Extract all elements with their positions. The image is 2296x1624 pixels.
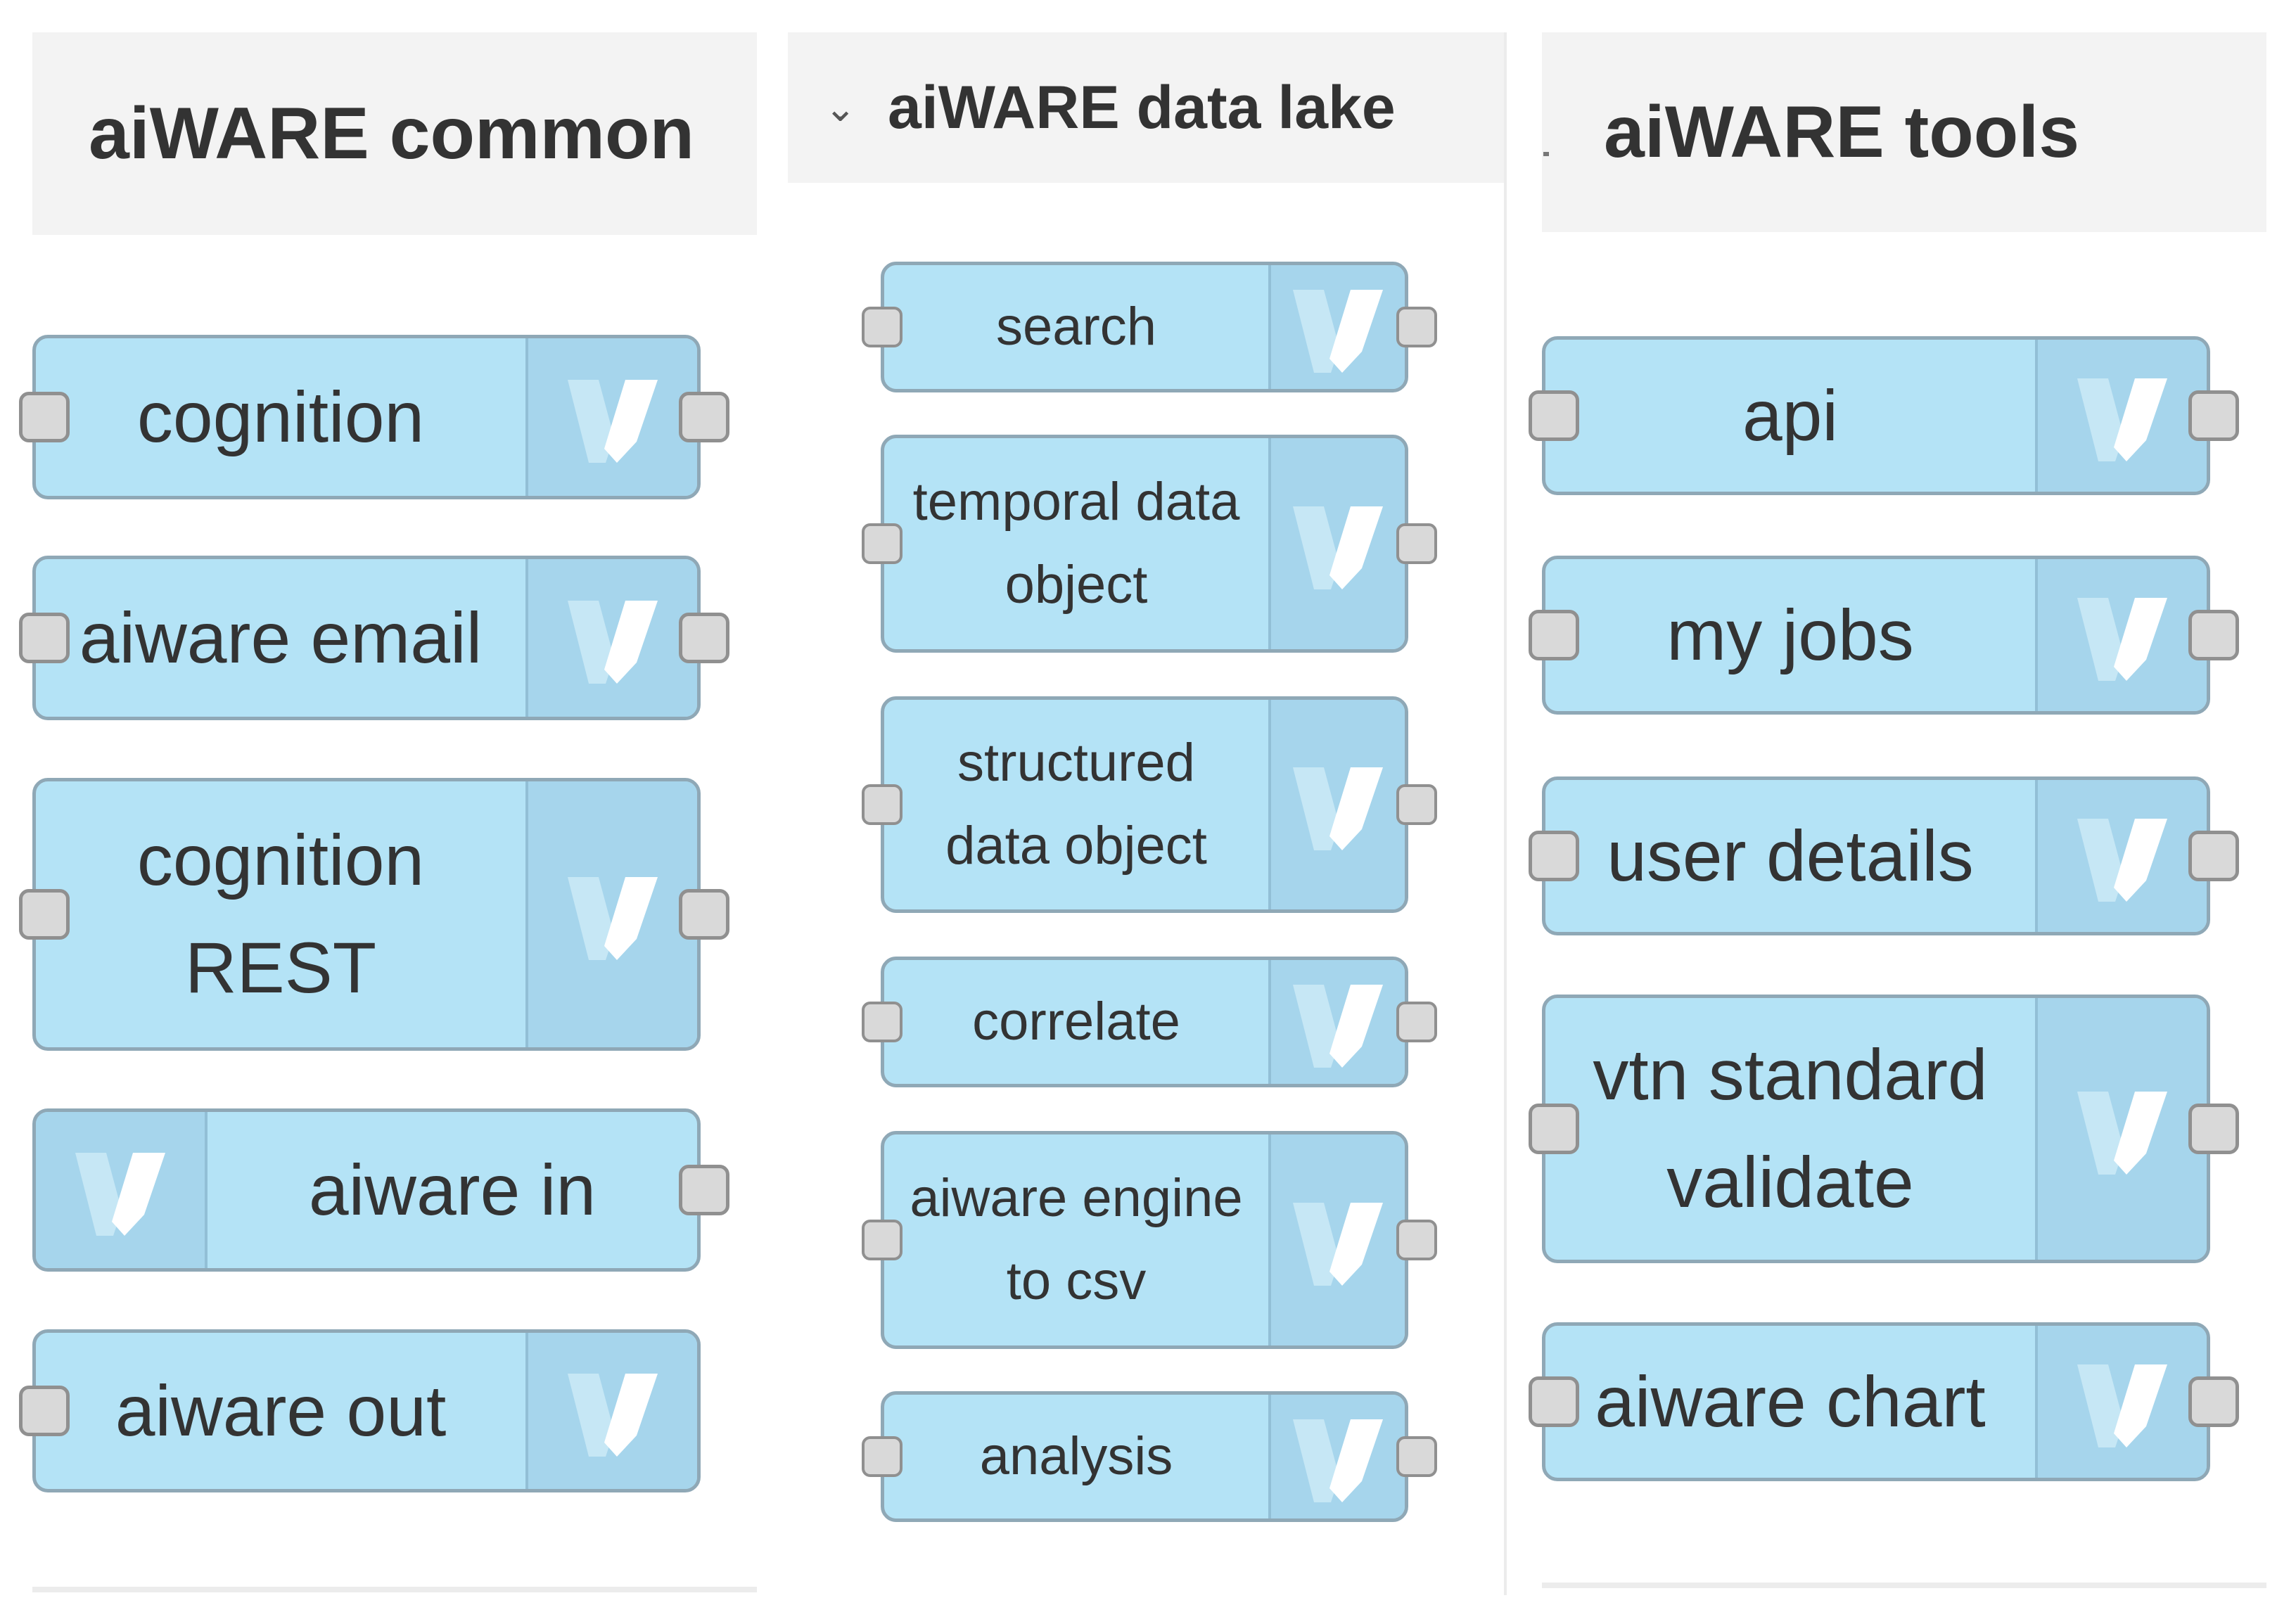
input-port[interactable] [19, 613, 70, 663]
divider [32, 1587, 757, 1592]
input-port[interactable] [862, 784, 903, 825]
veritone-v-icon [2035, 780, 2207, 932]
node-label: correlate [972, 992, 1180, 1052]
palette-node-structured-data-object[interactable]: structured data object [862, 696, 1437, 913]
veritone-v-icon [525, 1333, 697, 1489]
node-label: vtn standard validate [1593, 1035, 1988, 1222]
veritone-v-icon [1268, 438, 1405, 649]
node-label: search [995, 297, 1157, 357]
veritone-v-icon [2035, 559, 2207, 711]
input-port[interactable] [862, 307, 903, 347]
chevron-down-icon[interactable]: ⌄ [824, 87, 857, 129]
input-port[interactable] [862, 1002, 903, 1042]
node-label: aiware in [308, 1149, 597, 1230]
input-port[interactable] [19, 1386, 70, 1436]
palette-node-aiware-out[interactable]: aiware out [19, 1329, 701, 1492]
palette-node-my-jobs[interactable]: my jobs [1529, 556, 2239, 715]
palette-node-user-details[interactable]: user details [1529, 776, 2239, 935]
output-port[interactable] [1396, 307, 1437, 347]
panel-divider [1504, 32, 1507, 1595]
palette-node-aiware-engine-to-csv[interactable]: aiware engine to csv [862, 1131, 1437, 1349]
output-port[interactable] [679, 613, 729, 663]
input-port[interactable] [1529, 1104, 1579, 1154]
output-port[interactable] [1396, 784, 1437, 825]
veritone-v-icon [525, 338, 697, 496]
veritone-v-icon [525, 781, 697, 1047]
palette-node-cognition-rest[interactable]: cognition REST [19, 778, 729, 1051]
output-port[interactable] [1396, 1220, 1437, 1260]
output-port[interactable] [2188, 1376, 2239, 1427]
input-port[interactable] [862, 1220, 903, 1260]
input-port[interactable] [1529, 1376, 1579, 1427]
veritone-v-icon [1268, 1134, 1405, 1345]
node-label: user details [1607, 815, 1974, 896]
palette-node-cognition[interactable]: cognition [19, 335, 729, 499]
palette-node-aiware-chart[interactable]: aiware chart [1529, 1322, 2239, 1481]
category-header-data-lake[interactable]: ⌄ aiWARE data lake [788, 32, 1504, 183]
palette-node-aiware-in[interactable]: aiware in [32, 1108, 729, 1272]
input-port[interactable] [19, 392, 70, 442]
input-port[interactable] [1529, 390, 1579, 441]
category-title: aiWARE data lake [888, 73, 1396, 141]
palette-category-tools: aiWARE tools api my jobs user details vt… [1529, 0, 2266, 1624]
output-port[interactable] [2188, 610, 2239, 660]
input-port[interactable] [862, 1436, 903, 1477]
node-label: aiware email [79, 597, 483, 678]
palette-node-aiware-email[interactable]: aiware email [19, 556, 729, 720]
palette-category-data-lake: ⌄ aiWARE data lake search temporal data … [788, 0, 1504, 1624]
divider [1542, 1583, 2266, 1588]
category-header-tools[interactable]: aiWARE tools [1542, 32, 2266, 232]
output-port[interactable] [1396, 523, 1437, 564]
node-label: cognition REST [136, 820, 425, 1008]
palette-node-analysis[interactable]: analysis [862, 1391, 1437, 1522]
veritone-v-icon [525, 559, 697, 717]
veritone-v-icon [36, 1112, 208, 1268]
veritone-v-icon [2035, 340, 2207, 492]
node-label: aiware out [115, 1370, 447, 1451]
category-title: aiWARE common [89, 92, 694, 174]
palette-node-correlate[interactable]: correlate [862, 957, 1437, 1087]
palette-node-search[interactable]: search [862, 262, 1437, 392]
output-port[interactable] [2188, 831, 2239, 881]
output-port[interactable] [2188, 390, 2239, 441]
palette-node-temporal-data-object[interactable]: temporal data object [862, 435, 1437, 653]
node-label: structured data object [945, 733, 1207, 876]
output-port[interactable] [679, 1165, 729, 1215]
output-port[interactable] [1396, 1002, 1437, 1042]
collapse-marker-icon [1543, 152, 1549, 156]
veritone-v-icon [1268, 700, 1405, 909]
input-port[interactable] [862, 523, 903, 564]
output-port[interactable] [679, 392, 729, 442]
veritone-v-icon [2035, 1326, 2207, 1478]
output-port[interactable] [679, 889, 729, 940]
palette-category-common: aiWARE common cognition aiware email cog… [19, 0, 757, 1624]
input-port[interactable] [19, 889, 70, 940]
output-port[interactable] [2188, 1104, 2239, 1154]
palette-node-vtn-standard-validate[interactable]: vtn standard validate [1529, 995, 2239, 1263]
veritone-v-icon [2035, 998, 2207, 1260]
category-title: aiWARE tools [1604, 91, 2080, 173]
node-label: temporal data object [912, 472, 1240, 615]
category-header-common[interactable]: aiWARE common [32, 32, 757, 235]
palette-node-api[interactable]: api [1529, 336, 2239, 495]
veritone-v-icon [1268, 265, 1405, 389]
input-port[interactable] [1529, 610, 1579, 660]
node-label: cognition [136, 376, 425, 457]
veritone-v-icon [1268, 1395, 1405, 1518]
node-label: aiware engine to csv [910, 1168, 1243, 1311]
output-port[interactable] [1396, 1436, 1437, 1477]
node-label: api [1742, 375, 1839, 456]
input-port[interactable] [1529, 831, 1579, 881]
node-label: my jobs [1666, 594, 1914, 675]
node-label: analysis [979, 1426, 1173, 1487]
veritone-v-icon [1268, 960, 1405, 1084]
node-label: aiware chart [1595, 1361, 1986, 1442]
